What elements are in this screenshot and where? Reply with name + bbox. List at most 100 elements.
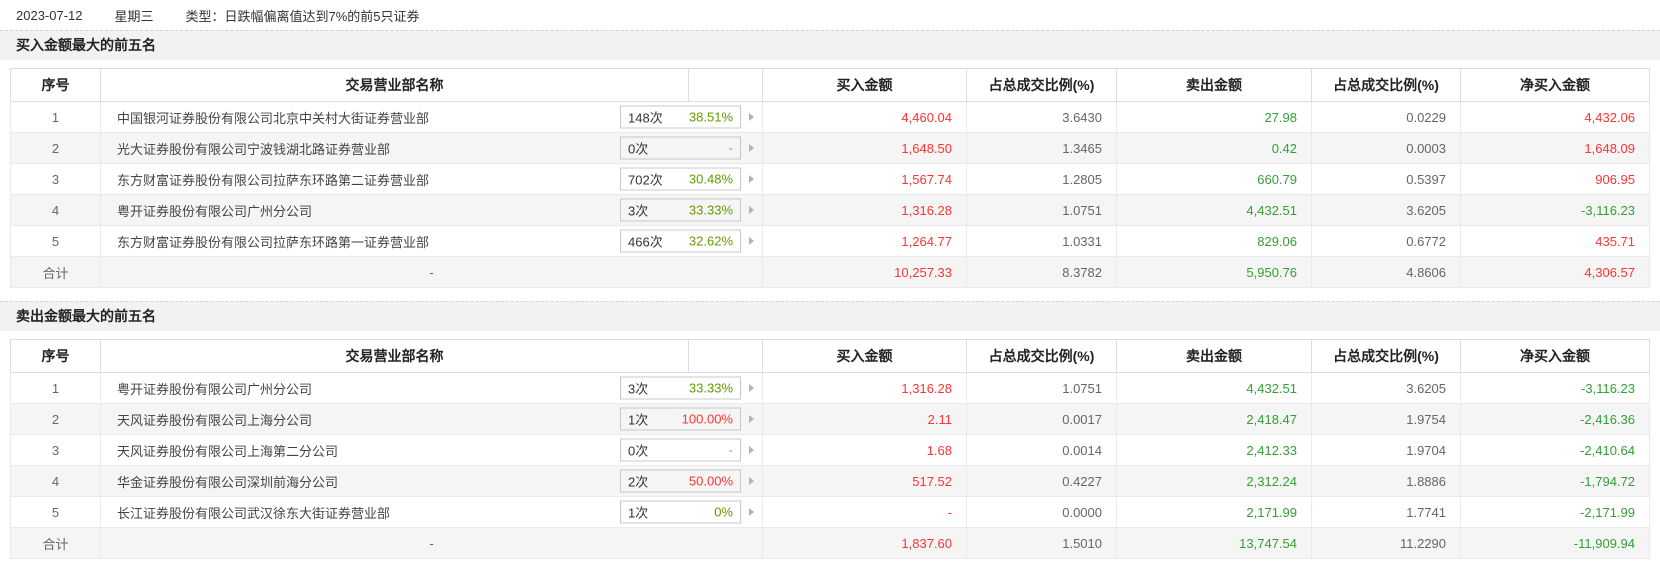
- trade-count-badge[interactable]: 148次 38.51%: [620, 105, 741, 129]
- section-title: 买入金额最大的前五名: [0, 30, 1660, 60]
- row-index: 3: [10, 434, 101, 466]
- column-header: 净买入金额: [1460, 339, 1650, 373]
- broker-name: 长江证券股份有限公司武汉徐东大街证券营业部: [117, 505, 391, 521]
- column-header: 交易营业部名称: [100, 68, 689, 102]
- total-label: 合计: [10, 527, 101, 559]
- broker-table: 序号 交易营业部名称 买入金额 占总成交比例(%) 卖出金额 占总成交比例(%) 净买入金额…: [10, 339, 1650, 559]
- amount-cell: 517.52: [762, 465, 967, 497]
- amount-cell: 435.71: [1460, 225, 1650, 257]
- badge-count: 466次: [628, 234, 663, 250]
- trade-count-badge[interactable]: 3次 33.33%: [620, 376, 741, 400]
- trade-count-badge[interactable]: 0次 -: [620, 136, 741, 160]
- amount-cell: -11,909.94: [1460, 527, 1650, 559]
- amount-cell: 8.3782: [966, 256, 1117, 288]
- row-index: 5: [10, 496, 101, 528]
- column-header: 净买入金额: [1460, 68, 1650, 102]
- trade-count-badge[interactable]: 466次 32.62%: [620, 229, 741, 253]
- amount-cell: -2,171.99: [1460, 496, 1650, 528]
- caret-right-icon: [749, 415, 754, 423]
- amount-cell: 1,648.50: [762, 132, 967, 164]
- badge-percent: 33.33%: [688, 202, 733, 218]
- section: 买入金额最大的前五名 序号 交易营业部名称 买入金额 占总成交比例(%) 卖出金额 占总成…: [0, 30, 1660, 301]
- row-index: 2: [10, 132, 101, 164]
- amount-cell: 2,412.33: [1116, 434, 1312, 466]
- column-header: 卖出金额: [1116, 339, 1312, 373]
- section: 卖出金额最大的前五名 序号 交易营业部名称 买入金额 占总成交比例(%) 卖出金额 占总成…: [0, 301, 1660, 572]
- trade-count-badge[interactable]: 702次 30.48%: [620, 167, 741, 191]
- amount-cell: 1.8886: [1311, 465, 1461, 497]
- caret-right-icon: [749, 477, 754, 485]
- broker-name-cell: 粤开证券股份有限公司广州分公司 3次 33.33%: [100, 372, 763, 404]
- amount-cell: 2,418.47: [1116, 403, 1312, 435]
- row-index: 1: [10, 101, 101, 133]
- table-row: 1 中国银河证券股份有限公司北京中关村大街证券营业部 148次 38.51% 4…: [10, 101, 1650, 133]
- amount-cell: 0.5397: [1311, 163, 1461, 195]
- badge-percent: 0%: [714, 504, 733, 520]
- total-row: 合计 - 10,257.33 8.3782 5,950.76 4.8606 4,306.…: [10, 256, 1650, 288]
- caret-right-icon: [749, 175, 754, 183]
- amount-cell: 0.42: [1116, 132, 1312, 164]
- table-row: 3 天风证券股份有限公司上海第二分公司 0次 - 1.68 0.0014 2,412…: [10, 434, 1650, 466]
- amount-cell: -3,116.23: [1460, 372, 1650, 404]
- table-row: 5 东方财富证券股份有限公司拉萨东环路第一证券营业部 466次 32.62% 1…: [10, 225, 1650, 257]
- table-row: 5 长江证券股份有限公司武汉徐东大街证券营业部 1次 0% -0.0000 2,1…: [10, 496, 1650, 528]
- amount-cell: -2,410.64: [1460, 434, 1650, 466]
- amount-cell: 10,257.33: [762, 256, 967, 288]
- amount-cell: 1.68: [762, 434, 967, 466]
- amount-cell: 1,567.74: [762, 163, 967, 195]
- broker-name: 东方财富证券股份有限公司拉萨东环路第二证券营业部: [117, 172, 430, 188]
- amount-cell: 829.06: [1116, 225, 1312, 257]
- amount-cell: 906.95: [1460, 163, 1650, 195]
- badge-percent: 50.00%: [688, 473, 733, 489]
- amount-cell: 0.0003: [1311, 132, 1461, 164]
- broker-table: 序号 交易营业部名称 买入金额 占总成交比例(%) 卖出金额 占总成交比例(%) 净买入金额…: [10, 68, 1650, 288]
- amount-cell: 1.9754: [1311, 403, 1461, 435]
- broker-name-cell: 东方财富证券股份有限公司拉萨东环路第一证券营业部 466次 32.62%: [100, 225, 763, 257]
- amount-cell: 4,432.06: [1460, 101, 1650, 133]
- trade-count-badge[interactable]: 2次 50.00%: [620, 469, 741, 493]
- badge-count: 0次: [628, 443, 649, 459]
- trade-count-badge[interactable]: 0次 -: [620, 438, 741, 462]
- row-index: 1: [10, 372, 101, 404]
- column-header: 占总成交比例(%): [966, 339, 1117, 373]
- amount-cell: 1,316.28: [762, 372, 967, 404]
- broker-name: 东方财富证券股份有限公司拉萨东环路第一证券营业部: [117, 234, 430, 250]
- amount-cell: 660.79: [1116, 163, 1312, 195]
- table-row: 4 华金证券股份有限公司深圳前海分公司 2次 50.00% 517.52 0.42…: [10, 465, 1650, 497]
- caret-right-icon: [749, 446, 754, 454]
- broker-name-cell: 光大证券股份有限公司宁波钱湖北路证券营业部 0次 -: [100, 132, 763, 164]
- badge-count: 2次: [628, 474, 649, 490]
- broker-name: 粤开证券股份有限公司广州分公司: [117, 203, 313, 219]
- badge-percent: 100.00%: [681, 411, 733, 427]
- broker-name: 华金证券股份有限公司深圳前海分公司: [117, 474, 339, 490]
- amount-cell: 2.11: [762, 403, 967, 435]
- amount-cell: 5,950.76: [1116, 256, 1312, 288]
- column-header: [688, 339, 763, 373]
- total-label: 合计: [10, 256, 101, 288]
- column-header: 卖出金额: [1116, 68, 1312, 102]
- broker-name-cell: 天风证券股份有限公司上海第二分公司 0次 -: [100, 434, 763, 466]
- caret-right-icon: [749, 384, 754, 392]
- table-row: 3 东方财富证券股份有限公司拉萨东环路第二证券营业部 702次 30.48% 1…: [10, 163, 1650, 195]
- amount-cell: 1.5010: [966, 527, 1117, 559]
- amount-cell: 4,432.51: [1116, 194, 1312, 226]
- amount-cell: 1.2805: [966, 163, 1117, 195]
- total-row: 合计 - 1,837.60 1.5010 13,747.54 11.2290 -11,9…: [10, 527, 1650, 559]
- trade-count-badge[interactable]: 1次 100.00%: [620, 407, 741, 431]
- amount-cell: 0.0014: [966, 434, 1117, 466]
- broker-name: 光大证券股份有限公司宁波钱湖北路证券营业部: [117, 141, 391, 157]
- badge-count: 1次: [628, 505, 649, 521]
- badge-count: 702次: [628, 172, 663, 188]
- trade-count-badge[interactable]: 1次 0%: [620, 500, 741, 524]
- amount-cell: 4,306.57: [1460, 256, 1650, 288]
- table-row: 2 光大证券股份有限公司宁波钱湖北路证券营业部 0次 - 1,648.50 1.3…: [10, 132, 1650, 164]
- broker-name-cell: 粤开证券股份有限公司广州分公司 3次 33.33%: [100, 194, 763, 226]
- caret-right-icon: [749, 237, 754, 245]
- column-header: 序号: [10, 339, 101, 373]
- row-index: 4: [10, 465, 101, 497]
- badge-percent: 38.51%: [688, 109, 733, 125]
- badge-count: 148次: [628, 110, 663, 126]
- trade-count-badge[interactable]: 3次 33.33%: [620, 198, 741, 222]
- caret-right-icon: [749, 508, 754, 516]
- caret-right-icon: [749, 144, 754, 152]
